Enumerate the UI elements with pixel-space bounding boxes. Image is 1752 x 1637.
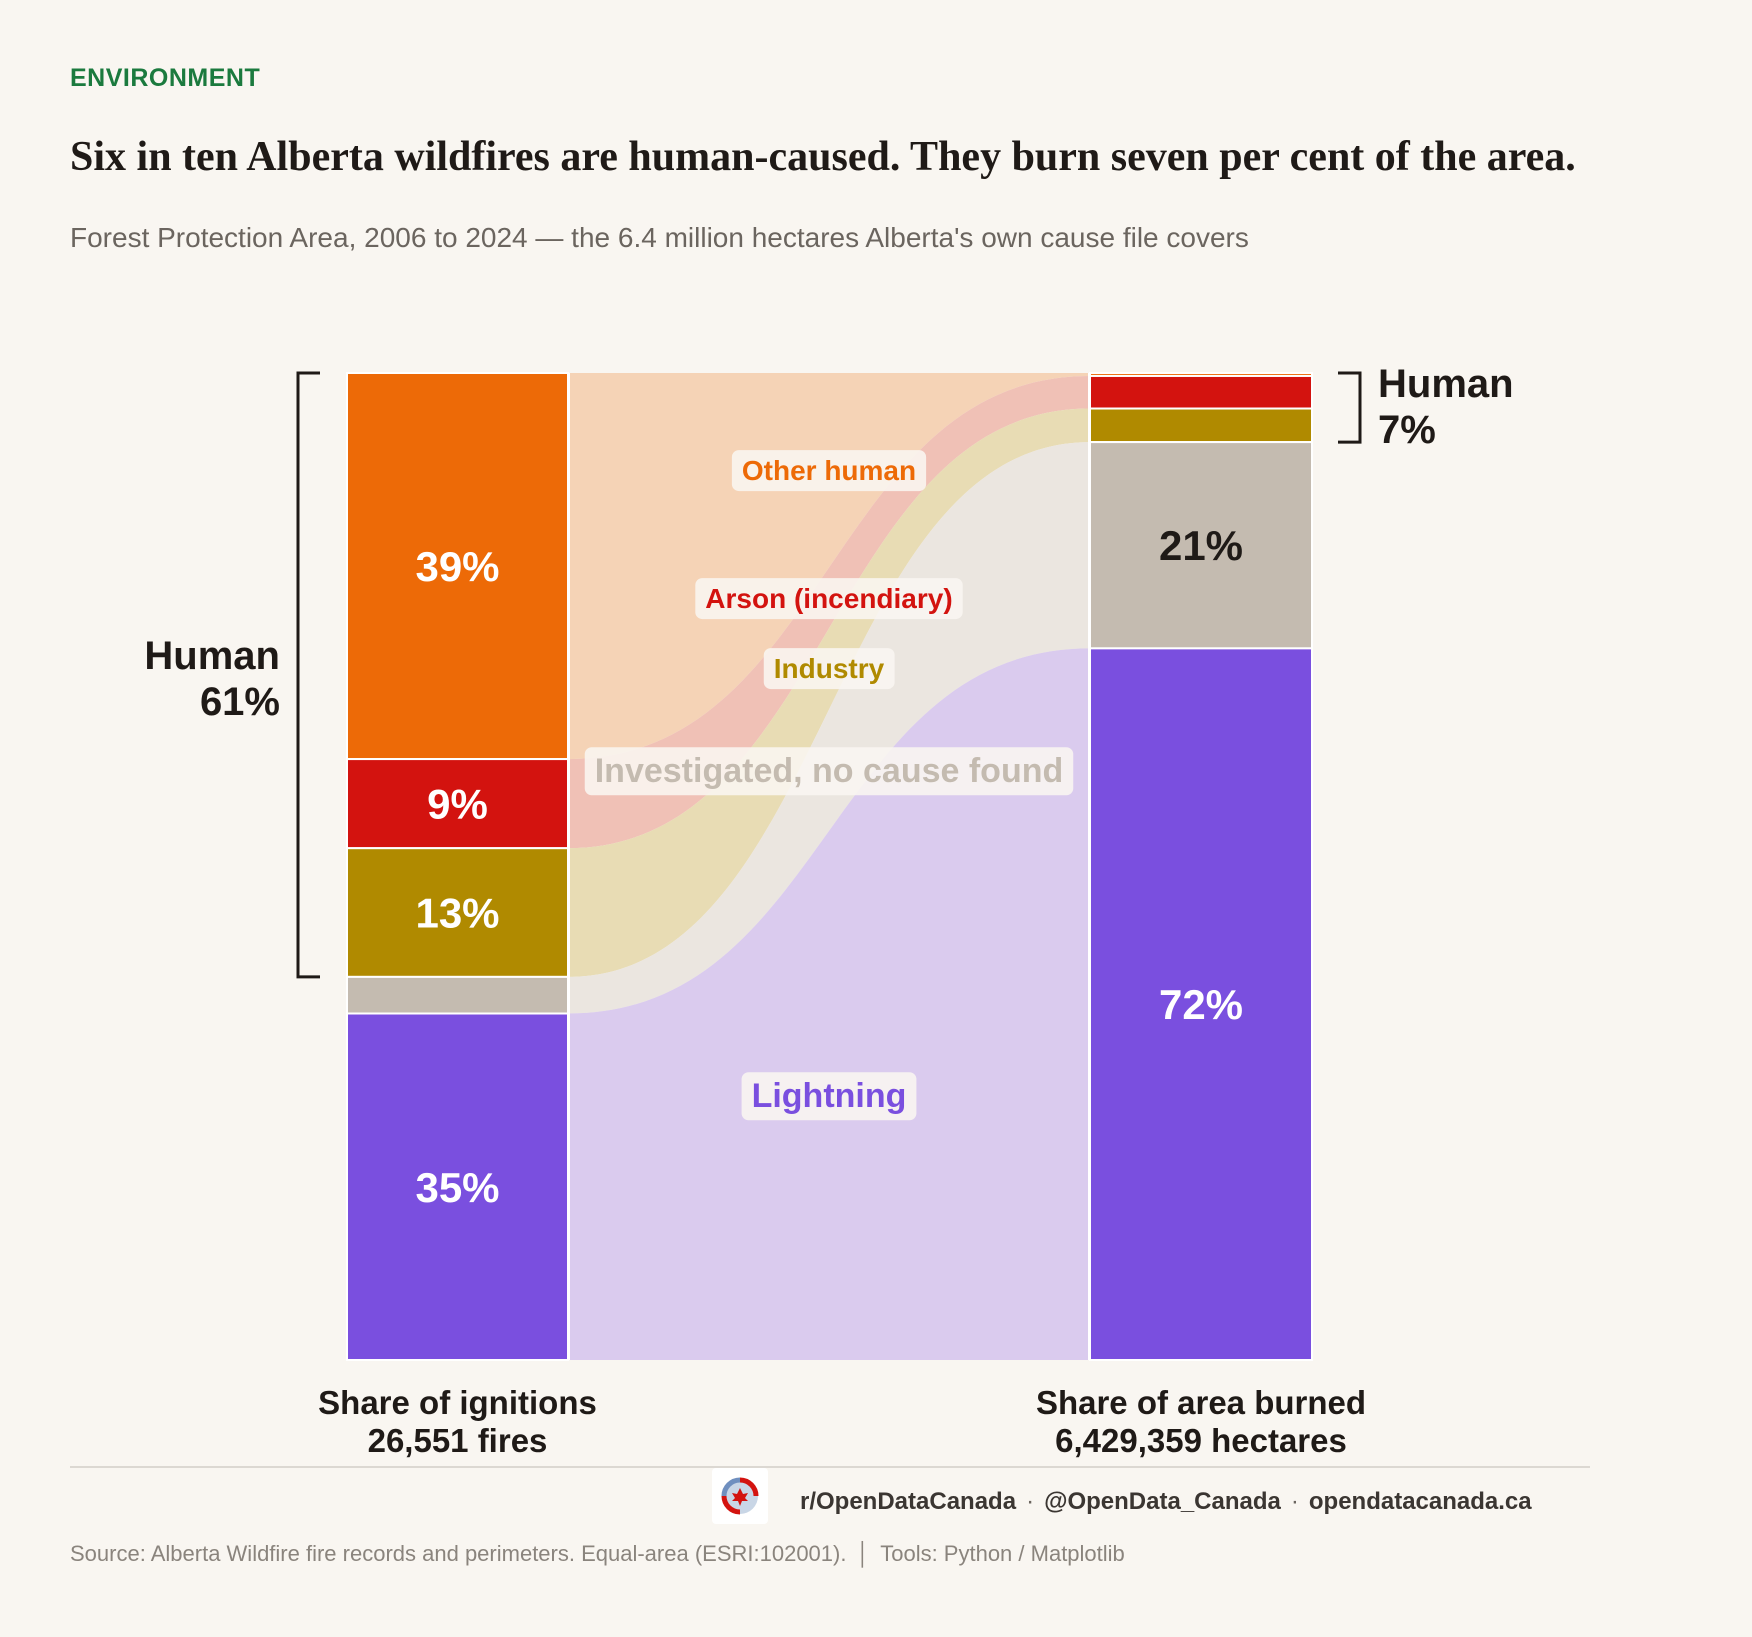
series-label-arson: Arson (incendiary) bbox=[705, 583, 952, 614]
flow-industry bbox=[568, 408, 1090, 977]
series-label-bg-lightning bbox=[741, 1072, 917, 1121]
bracket-left-name: Human bbox=[144, 634, 280, 678]
value-label-left-other_human: 39% bbox=[415, 543, 499, 590]
value-label-right-lightning: 72% bbox=[1159, 981, 1243, 1028]
flow-lightning bbox=[568, 648, 1090, 1360]
series-label-bg-no_cause bbox=[584, 747, 1074, 796]
series-label-lightning: Lightning bbox=[752, 1077, 907, 1115]
flow-other_human bbox=[568, 373, 1090, 760]
maple-leaf-icon bbox=[721, 1477, 759, 1515]
bracket-right bbox=[1338, 371, 1362, 444]
brand-logo bbox=[712, 1468, 768, 1524]
series-label-bg-industry bbox=[763, 648, 895, 690]
bracket-right-value: 7% bbox=[1378, 408, 1436, 452]
series-label-industry: Industry bbox=[774, 653, 885, 684]
bar-left-no_cause bbox=[346, 975, 569, 1015]
series-label-bg-other_human bbox=[731, 450, 927, 492]
tools-text: Tools: Python / Matplotlib bbox=[880, 1541, 1125, 1566]
value-label-left-arson: 9% bbox=[427, 781, 488, 828]
bar-left-industry bbox=[346, 847, 569, 978]
source-text: Source: Alberta Wildfire fire records an… bbox=[70, 1541, 847, 1566]
series-label-other_human: Other human bbox=[742, 455, 916, 486]
chart-title: Six in ten Alberta wildfires are human-c… bbox=[70, 134, 1576, 180]
bar-right-no_cause bbox=[1089, 441, 1313, 650]
bar-right-arson bbox=[1089, 374, 1313, 410]
series-label-no_cause: Investigated, no cause found bbox=[595, 752, 1064, 790]
bar-total-right: 6,429,359 hectares bbox=[1055, 1422, 1347, 1459]
bar-left-arson bbox=[346, 758, 569, 850]
bar-left-lightning bbox=[346, 1012, 569, 1362]
section-kicker: ENVIRONMENT bbox=[70, 64, 261, 92]
handle-website[interactable]: opendatacanada.ca bbox=[1308, 1488, 1532, 1515]
footer-divider bbox=[70, 1466, 1590, 1468]
source-note: Source: Alberta Wildfire fire records an… bbox=[70, 1541, 1125, 1566]
bracket-right-name: Human bbox=[1378, 362, 1514, 406]
bar-label-left: Share of ignitions bbox=[318, 1384, 597, 1421]
chart-subtitle: Forest Protection Area, 2006 to 2024 — t… bbox=[70, 222, 1249, 253]
handle-reddit[interactable]: r/OpenDataCanada bbox=[800, 1488, 1017, 1515]
bar-label-right: Share of area burned bbox=[1036, 1384, 1366, 1421]
footer-handles: r/OpenDataCanada · @OpenData_Canada · openda… bbox=[800, 1488, 1532, 1515]
bar-right-lightning bbox=[1089, 647, 1313, 1361]
series-label-bg-arson bbox=[695, 578, 963, 620]
value-label-left-lightning: 35% bbox=[415, 1164, 499, 1211]
handle-twitter[interactable]: @OpenData_Canada bbox=[1044, 1488, 1281, 1515]
value-label-left-industry: 13% bbox=[415, 890, 499, 937]
bracket-left-value: 61% bbox=[200, 680, 280, 724]
bar-right-industry bbox=[1089, 407, 1313, 444]
bar-left-other_human bbox=[346, 372, 569, 761]
bar-total-left: 26,551 fires bbox=[368, 1422, 548, 1459]
value-label-right-no_cause: 21% bbox=[1159, 522, 1243, 569]
bracket-left bbox=[296, 371, 320, 979]
